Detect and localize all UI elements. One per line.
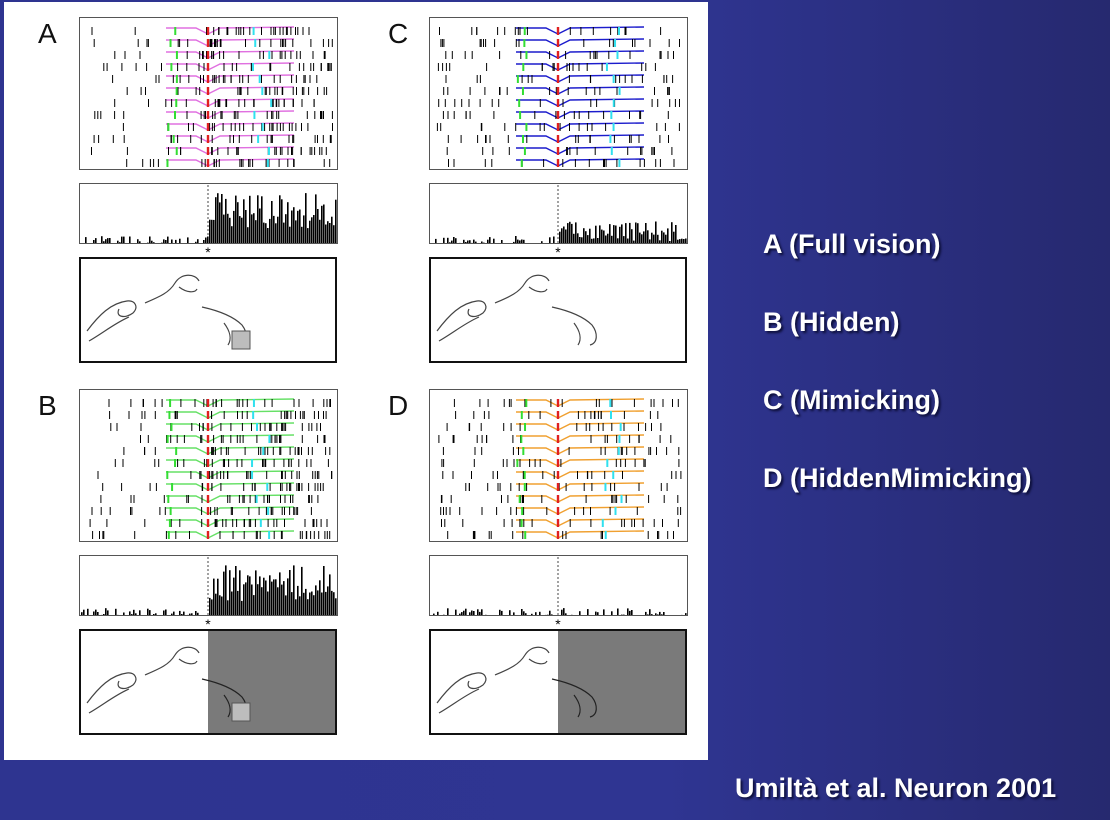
panel-a: * bbox=[79, 17, 338, 363]
figure-graphic: * * * * bbox=[79, 17, 688, 735]
hand-middle-illustration bbox=[144, 274, 200, 304]
raster-plot bbox=[429, 389, 688, 542]
histogram bbox=[429, 555, 688, 616]
trial-curve bbox=[166, 38, 295, 47]
condition-illustration bbox=[79, 257, 337, 363]
trial-curve bbox=[166, 110, 295, 119]
raster-plot bbox=[79, 389, 338, 542]
panel-c: * bbox=[429, 17, 688, 363]
trial-curve bbox=[516, 50, 645, 59]
trial-curve bbox=[166, 422, 295, 431]
hand-middle-illustration bbox=[144, 646, 200, 676]
trial-curve bbox=[516, 122, 645, 131]
panel-label-b: B bbox=[38, 390, 57, 421]
trial-curve bbox=[516, 506, 645, 515]
hand-left-illustration bbox=[436, 672, 487, 714]
trial-curve bbox=[516, 446, 645, 455]
trial-curve bbox=[516, 158, 645, 167]
trial-curve bbox=[516, 470, 645, 479]
trial-curve bbox=[166, 410, 295, 419]
trial-curve bbox=[516, 494, 645, 503]
trial-curve bbox=[166, 62, 295, 71]
trial-curve bbox=[516, 134, 645, 143]
trial-curve bbox=[166, 482, 295, 491]
panel-d: * bbox=[429, 389, 688, 735]
target-object bbox=[231, 330, 251, 350]
panel-label-d: D bbox=[388, 390, 409, 421]
alignment-marker: * bbox=[205, 616, 211, 632]
trial-curve bbox=[166, 446, 295, 455]
legend-item-mimicking: C (Mimicking) bbox=[763, 385, 941, 415]
trial-curve bbox=[166, 50, 295, 59]
trial-curve bbox=[166, 98, 295, 107]
trial-curve bbox=[516, 86, 645, 95]
target-object bbox=[231, 702, 251, 722]
trial-curve bbox=[166, 530, 295, 539]
panel-b: * bbox=[79, 389, 338, 735]
hand-left-illustration bbox=[86, 300, 137, 342]
trial-curve bbox=[166, 506, 295, 515]
histogram bbox=[79, 555, 338, 616]
hand-middle-illustration bbox=[494, 646, 550, 676]
condition-illustration bbox=[79, 629, 337, 735]
trial-curve bbox=[516, 38, 645, 47]
figure-panel: * * * * A B C D bbox=[4, 2, 708, 760]
histogram bbox=[79, 183, 338, 244]
trial-curve bbox=[516, 482, 645, 491]
panel-label-a: A bbox=[38, 18, 57, 49]
trial-curve bbox=[166, 74, 295, 83]
reaching-hand-illustration bbox=[551, 678, 597, 718]
trial-curve bbox=[166, 122, 295, 131]
legend-item-hidden-mimicking: D (HiddenMimicking) bbox=[763, 463, 1032, 493]
condition-illustration bbox=[429, 257, 687, 363]
raster-plot bbox=[429, 17, 688, 170]
panel-label-c: C bbox=[388, 18, 409, 49]
trial-curve bbox=[166, 458, 295, 467]
alignment-marker: * bbox=[555, 616, 561, 632]
trial-curve bbox=[166, 518, 295, 527]
legend-item-hidden: B (Hidden) bbox=[763, 307, 900, 337]
histogram bbox=[429, 183, 688, 244]
trial-curve bbox=[516, 434, 645, 443]
trial-curve bbox=[516, 422, 645, 431]
condition-legend: A (Full vision) B (Hidden) C (Mimicking)… bbox=[763, 228, 1032, 540]
trial-curve bbox=[166, 158, 295, 167]
trial-curve bbox=[166, 398, 295, 407]
legend-item-full-vision: A (Full vision) bbox=[763, 229, 941, 259]
alignment-marker: * bbox=[205, 244, 211, 260]
condition-illustration bbox=[429, 629, 687, 735]
trial-curve bbox=[516, 62, 645, 71]
trial-curve bbox=[166, 26, 295, 35]
trial-curve bbox=[516, 530, 645, 539]
citation: Umiltà et al. Neuron 2001 bbox=[735, 773, 1057, 803]
hand-left-illustration bbox=[436, 300, 487, 342]
trial-curve bbox=[166, 470, 295, 479]
hand-left-illustration bbox=[86, 672, 137, 714]
alignment-marker: * bbox=[555, 244, 561, 260]
hand-middle-illustration bbox=[494, 274, 550, 304]
raster-plot bbox=[79, 17, 338, 170]
reaching-hand-illustration bbox=[551, 306, 597, 346]
trial-curve bbox=[516, 398, 645, 407]
trial-curve bbox=[516, 146, 645, 155]
trial-curve bbox=[516, 98, 645, 107]
